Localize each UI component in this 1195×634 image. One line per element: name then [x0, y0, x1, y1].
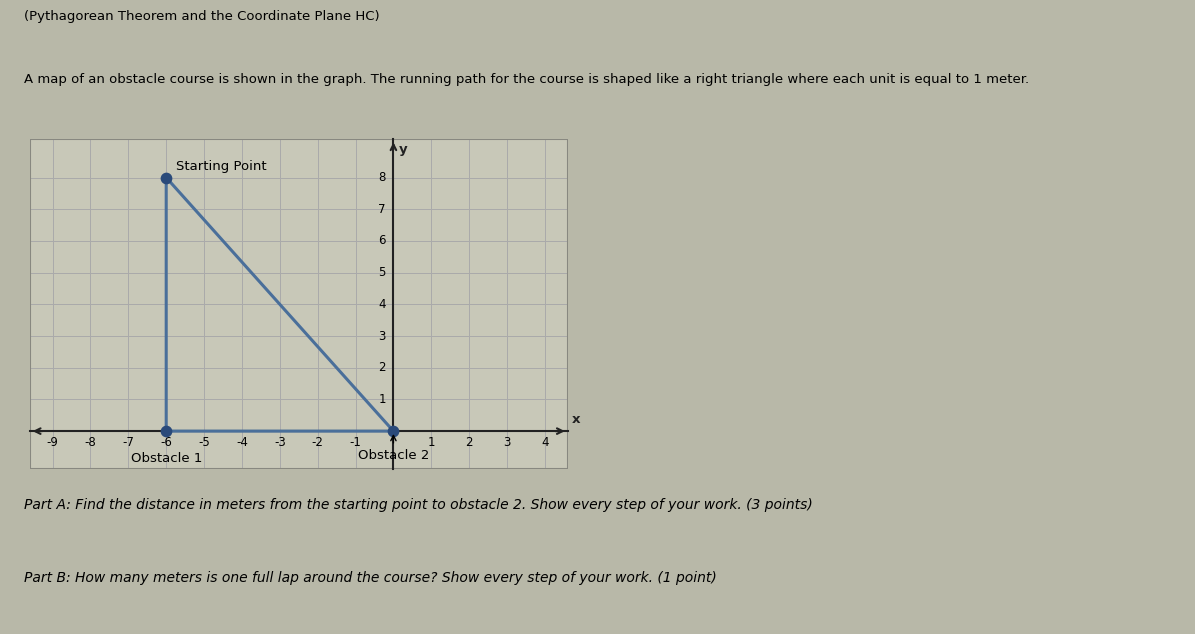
Text: A map of an obstacle course is shown in the graph. The running path for the cour: A map of an obstacle course is shown in …: [24, 73, 1029, 86]
Text: -7: -7: [122, 436, 134, 449]
Text: 4: 4: [379, 298, 386, 311]
Point: [384, 426, 403, 436]
Text: Part B: How many meters is one full lap around the course? Show every step of yo: Part B: How many meters is one full lap …: [24, 571, 717, 585]
Text: Part A: Find the distance in meters from the starting point to obstacle 2. Show : Part A: Find the distance in meters from…: [24, 498, 813, 512]
Point: [157, 172, 176, 183]
Point: [157, 426, 176, 436]
Text: -6: -6: [160, 436, 172, 449]
Text: Obstacle 2: Obstacle 2: [357, 436, 429, 462]
Text: 2: 2: [379, 361, 386, 374]
Text: -1: -1: [350, 436, 362, 449]
Text: y: y: [399, 143, 407, 156]
Text: 1: 1: [379, 393, 386, 406]
Text: -2: -2: [312, 436, 324, 449]
Text: -3: -3: [274, 436, 286, 449]
Text: -5: -5: [198, 436, 210, 449]
Text: Obstacle 1: Obstacle 1: [130, 451, 202, 465]
Text: x: x: [571, 413, 580, 426]
Text: 3: 3: [503, 436, 510, 449]
Text: -4: -4: [235, 436, 247, 449]
Text: Starting Point: Starting Point: [176, 160, 266, 172]
Text: (Pythagorean Theorem and the Coordinate Plane HC): (Pythagorean Theorem and the Coordinate …: [24, 10, 380, 23]
Text: -9: -9: [47, 436, 59, 449]
Text: -8: -8: [85, 436, 97, 449]
Text: 6: 6: [379, 235, 386, 247]
Text: 8: 8: [379, 171, 386, 184]
Text: 7: 7: [379, 203, 386, 216]
Text: 5: 5: [379, 266, 386, 279]
Text: 4: 4: [541, 436, 549, 449]
Text: 3: 3: [379, 330, 386, 342]
Text: 2: 2: [465, 436, 473, 449]
Text: 1: 1: [428, 436, 435, 449]
